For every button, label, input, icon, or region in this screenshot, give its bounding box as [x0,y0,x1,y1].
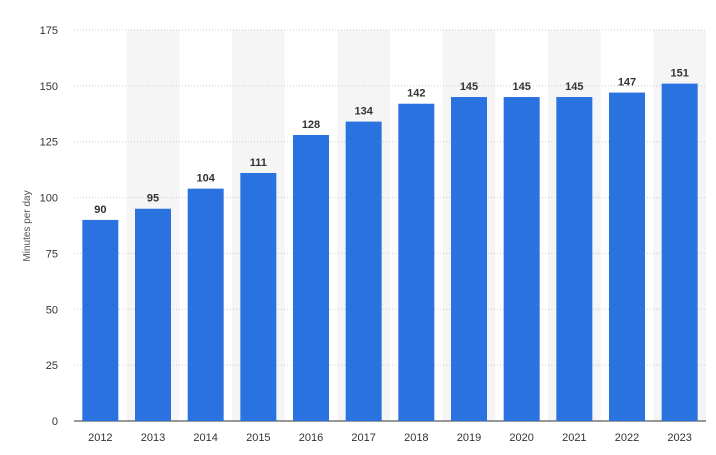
x-tick-label-2017: 2017 [351,432,375,444]
x-tick-label-2022: 2022 [615,432,639,444]
bar-2017 [345,121,382,421]
x-tick-label-2013: 2013 [141,432,165,444]
bar-2018 [398,103,435,421]
y-tick-label: 0 [52,416,58,428]
y-tick-label: 125 [40,137,58,149]
x-tick-label-2012: 2012 [88,432,112,444]
bar-2012 [82,219,119,421]
bar-2022 [609,92,645,421]
bar-2021 [556,97,593,422]
y-axis-title: Minutes per day [22,190,33,261]
data-labels: 90 95 104 111 128 134 142 145 145 145 147 151 [94,68,689,216]
x-axis-ticks: 2012 2013 2014 2015 2016 2017 2018 2019 2020 2021… [88,432,692,444]
data-label-2018: 142 [407,88,425,100]
data-label-2021: 145 [565,81,583,93]
x-tick-label-2021: 2021 [562,432,586,444]
bar-2023 [661,83,698,421]
data-label-2014: 104 [196,173,215,185]
y-tick-label: 50 [46,304,58,316]
data-label-2019: 145 [460,81,478,93]
gridlines [74,29,706,422]
y-tick-label: 175 [40,25,58,37]
bar-2014 [187,188,224,421]
x-tick-label-2014: 2014 [193,432,217,444]
data-label-2020: 145 [512,81,530,93]
x-tick-label-2019: 2019 [457,432,481,444]
y-tick-label: 100 [40,193,58,205]
data-label-2015: 111 [250,157,267,169]
data-label-2012: 90 [94,204,106,216]
x-tick-label-2018: 2018 [404,432,428,444]
bars [82,83,698,422]
bar-2016 [293,135,329,422]
y-axis-ticks: 0 25 50 75 100 125 150 175 [40,25,58,428]
data-label-2013: 95 [147,193,159,205]
x-tick-label-2020: 2020 [509,432,533,444]
x-tick-label-2016: 2016 [299,432,323,444]
data-label-2017: 134 [354,106,373,118]
x-tick-label-2023: 2023 [667,432,691,444]
data-label-2016: 128 [302,119,320,131]
y-tick-label: 25 [46,360,58,372]
bar-2013 [135,208,171,421]
x-tick-label-2015: 2015 [246,432,270,444]
data-label-2023: 151 [670,68,688,80]
bar-2020 [503,97,540,422]
y-tick-label: 150 [40,81,58,93]
bar-2015 [240,172,277,421]
y-tick-label: 75 [46,248,58,260]
data-label-2022: 147 [618,77,636,89]
bar-2019 [451,97,487,422]
